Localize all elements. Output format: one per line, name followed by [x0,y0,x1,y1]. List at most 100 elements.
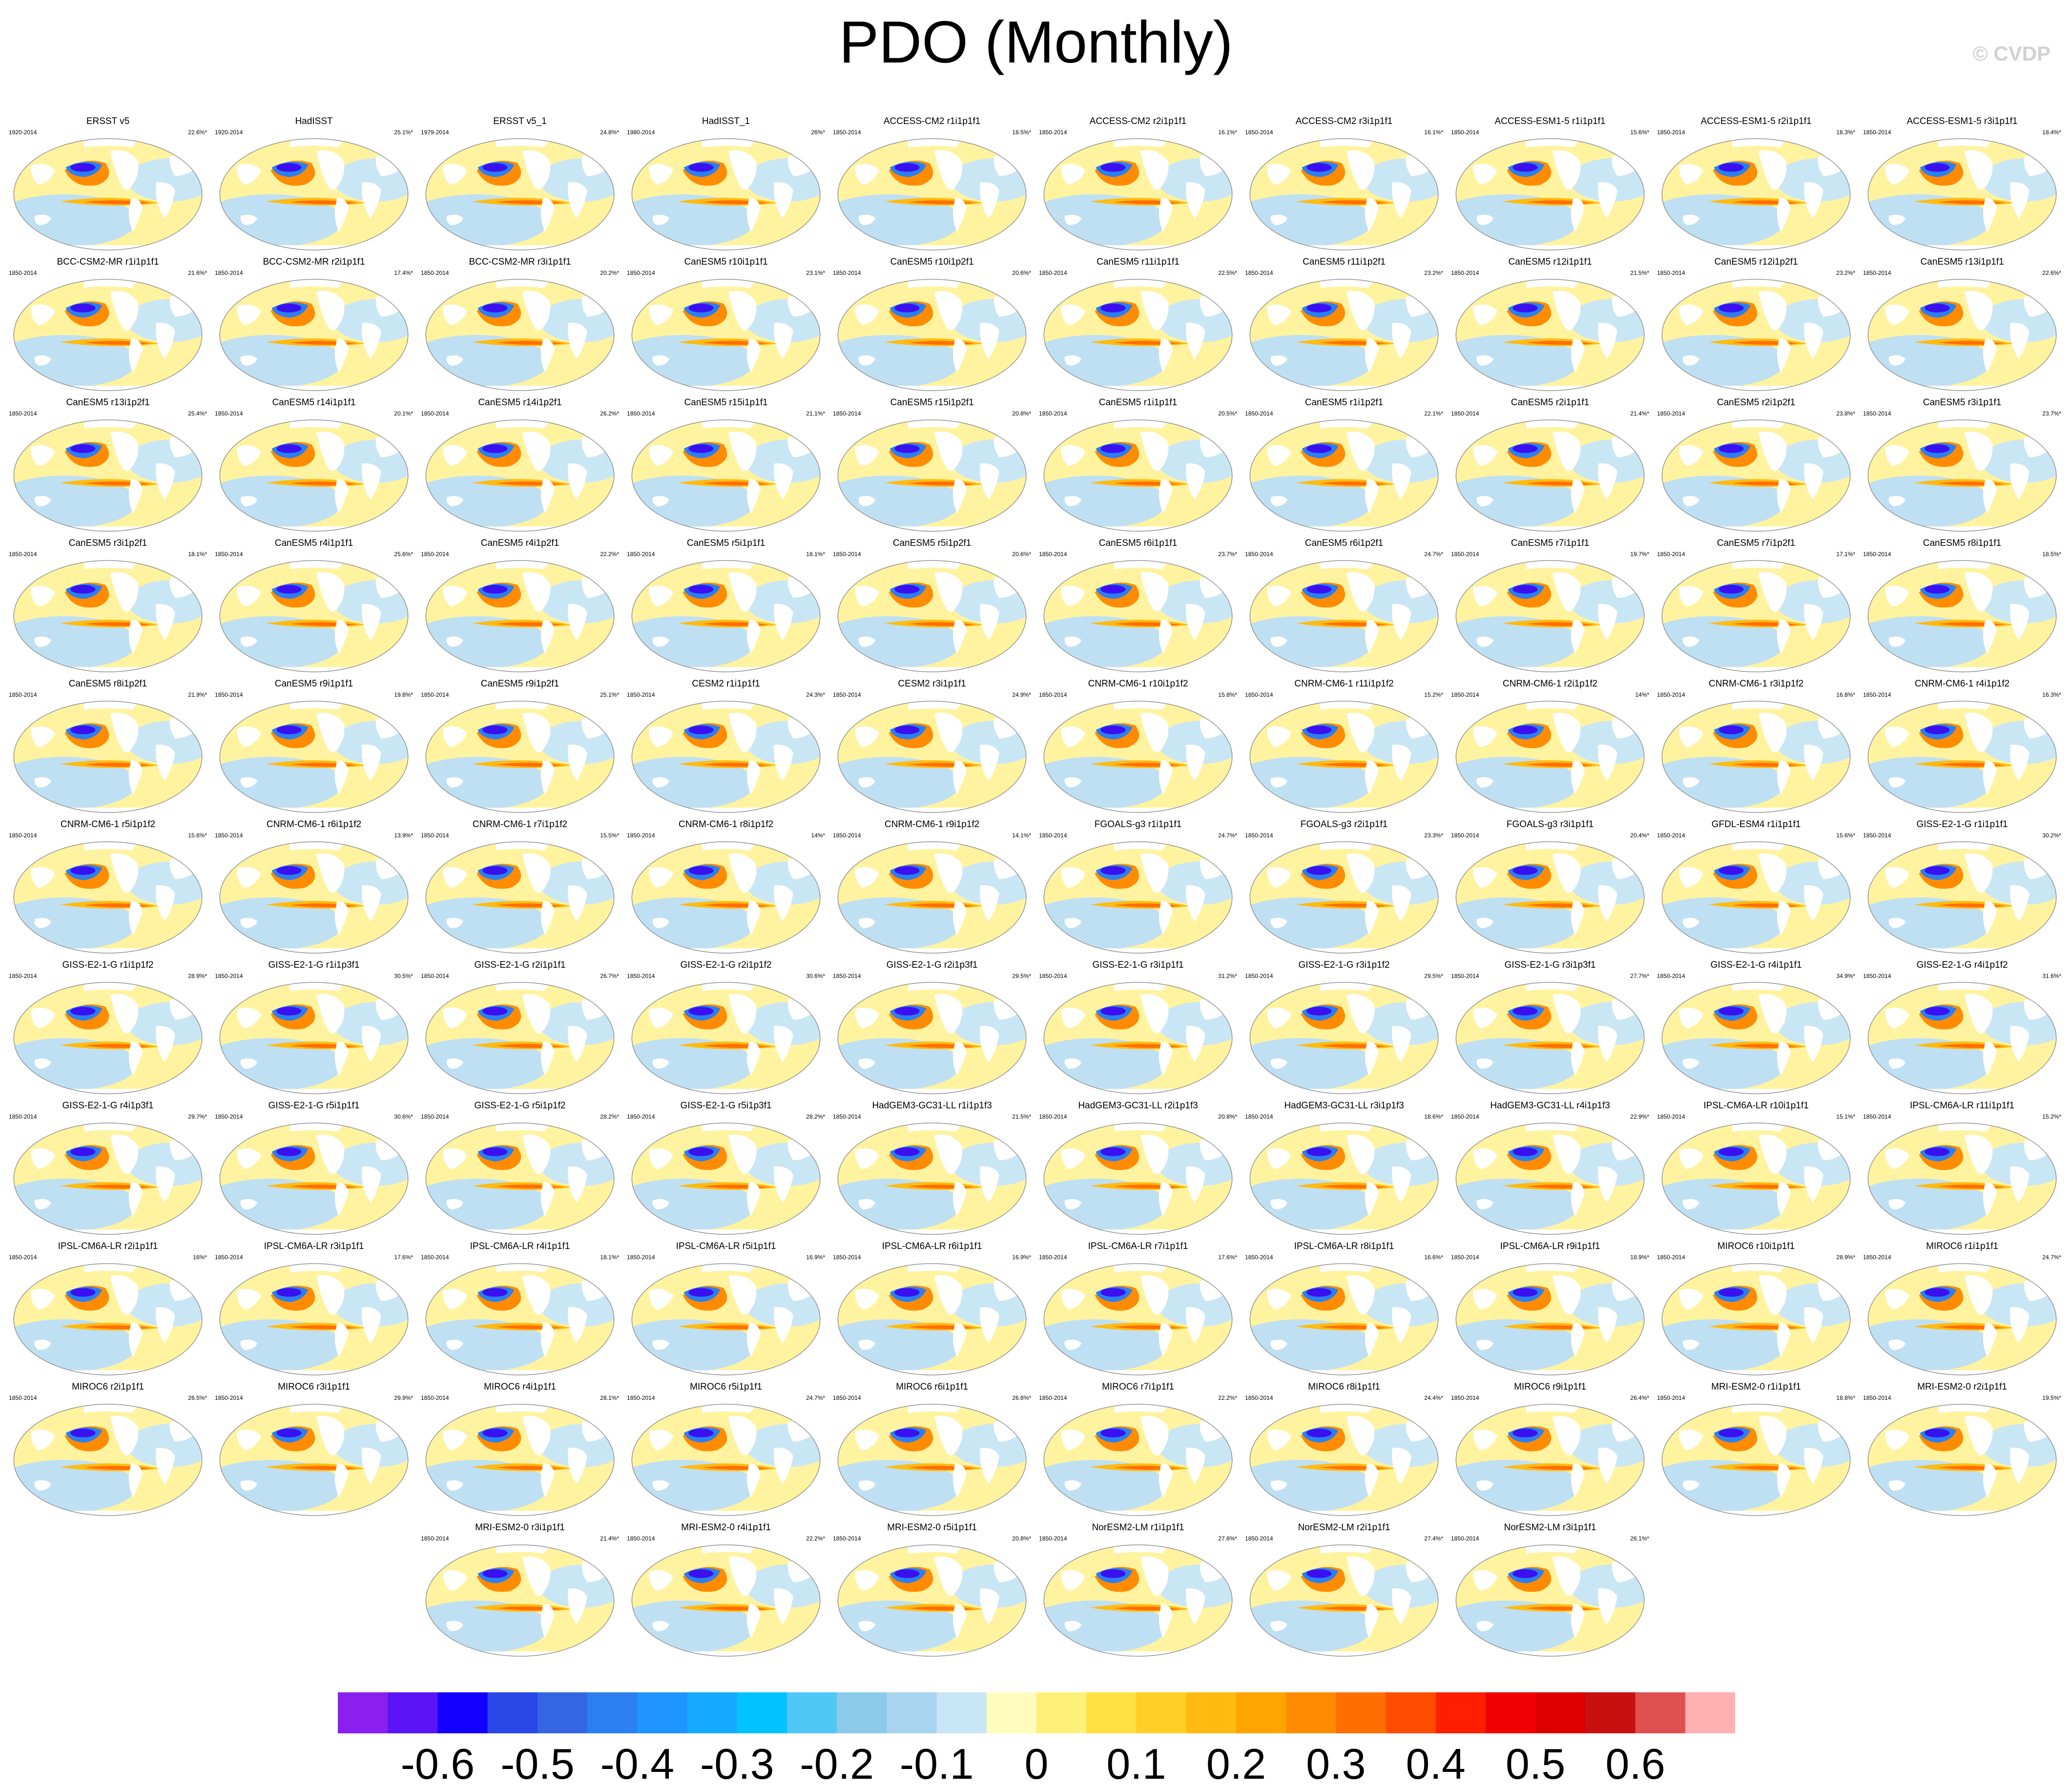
panel-title: CanESM5 r8i1p2f1 [68,679,147,689]
panel-variance-pct: 16%* [193,1254,207,1261]
panel-years: 1850-2014 [627,1394,655,1401]
panel-years: 1850-2014 [215,1394,243,1401]
pattern-map [13,560,203,672]
map-panel: MIROC6 r3i1p1f1 1850-2014 29.9%* [212,1382,416,1519]
panel-title: GISS-E2-1-G r1i1p1f1 [1916,819,2008,830]
panel-title: MIROC6 r3i1p1f1 [278,1382,350,1392]
map-panel: CanESM5 r1i1p1f1 1850-2014 20.5%* [1036,397,1240,535]
panel-variance-pct: 26.6%* [1012,1394,1031,1401]
pattern-map [837,1123,1027,1235]
pattern-map [1249,279,1439,391]
map-panel: CanESM5 r3i1p2f1 1850-2014 18.1%* [6,538,210,676]
map-panel: IPSL-CM6A-LR r10i1p1f1 1850-2014 15.1%* [1654,1101,1858,1238]
panel-variance-pct: 17.4%* [394,270,413,276]
panel-title: GISS-E2-1-G r4i1p1f2 [1916,960,2008,970]
panel-years: 1850-2014 [1039,129,1067,136]
panel-title: CNRM-CM6-1 r11i1p1f2 [1294,679,1394,689]
map-panel: NorESM2-LM r1i1p1f1 1850-2014 27.6%* [1036,1522,1240,1660]
panel-variance-pct: 25.4%* [188,410,207,417]
map-panel: CanESM5 r12i1p1f1 1850-2014 21.5%* [1448,257,1652,395]
map-panel: CNRM-CM6-1 r9i1p1f2 1850-2014 14.1%* [830,819,1034,957]
panel-years: 1850-2014 [833,551,861,558]
panel-years: 1850-2014 [1451,129,1479,136]
panel-title: HadGEM3-GC31-LL r3i1p1f3 [1284,1101,1404,1111]
panel-variance-pct: 29.5%* [1012,973,1031,979]
panel-years: 1850-2014 [833,1113,861,1120]
pattern-map [1249,982,1439,1094]
panel-title: GISS-E2-1-G r3i1p3f1 [1504,960,1596,970]
panel-variance-pct: 27.4%* [1424,1535,1443,1542]
panel-title: GISS-E2-1-G r2i1p1f1 [474,960,566,970]
map-panel: CanESM5 r14i1p2f1 1850-2014 26.2%* [418,397,622,535]
panel-variance-pct: 24.7%* [806,1394,825,1401]
map-panel: ACCESS-CM2 r1i1p1f1 1850-2014 18.5%* [830,116,1034,254]
map-panel: CanESM5 r14i1p1f1 1850-2014 20.1%* [212,397,416,535]
panel-title: GISS-E2-1-G r5i1p1f1 [268,1101,360,1111]
panel-variance-pct: 14%* [811,832,825,839]
panel-variance-pct: 25.1%* [600,691,619,698]
panel-variance-pct: 26.1%* [1630,1535,1649,1542]
colorbar-swatch [986,1692,1037,1733]
panel-variance-pct: 18.3%* [1836,129,1855,136]
panel-variance-pct: 15.6%* [188,832,207,839]
panel-title: CanESM5 r8i1p1f1 [1923,538,2002,548]
panel-years: 1850-2014 [833,1535,861,1542]
panel-title: IPSL-CM6A-LR r11i1p1f1 [1909,1101,2015,1111]
pattern-map [837,1544,1027,1657]
pattern-map [1249,701,1439,813]
map-panel: CanESM5 r11i1p2f1 1850-2014 23.2%* [1242,257,1446,395]
map-panel: GISS-E2-1-G r5i1p3f1 1850-2014 28.2%* [624,1101,828,1238]
panel-variance-pct: 24.7%* [1218,832,1237,839]
map-panel: CanESM5 r11i1p1f1 1850-2014 22.5%* [1036,257,1240,395]
panel-years: 1850-2014 [1245,270,1273,276]
panel-variance-pct: 24.7%* [1424,551,1443,558]
panel-title: CanESM5 r12i1p2f1 [1714,257,1798,267]
panel-years: 1850-2014 [833,129,861,136]
panel-years: 1850-2014 [421,551,449,558]
panel-years: 1850-2014 [1657,1113,1685,1120]
panel-years: 1850-2014 [1039,973,1067,979]
panel-title: MIROC6 r6i1p1f1 [896,1382,968,1392]
panel-variance-pct: 15.2%* [1424,691,1443,698]
map-panel: CanESM5 r6i1p1f1 1850-2014 23.7%* [1036,538,1240,676]
panel-title: CNRM-CM6-1 r9i1p1f2 [884,819,980,830]
panel-title: CanESM5 r13i1p2f1 [66,397,150,408]
panel-title: FGOALS-g3 r2i1p1f1 [1300,819,1388,830]
panel-years: 1850-2014 [833,270,861,276]
colorbar-label: 0.3 [1306,1740,1366,1788]
colorbar-swatch [1286,1692,1336,1733]
pattern-map [425,1544,615,1657]
panel-years: 1850-2014 [421,1535,449,1542]
pattern-map [1249,138,1439,250]
map-panel: HadISST 1920-2014 25.1%* [212,116,416,254]
panel-years: 1850-2014 [627,1254,655,1261]
panel-variance-pct: 17.1%* [1836,551,1855,558]
panel-years: 1850-2014 [1039,270,1067,276]
panel-variance-pct: 28.9%* [1836,1254,1855,1261]
panel-years: 1850-2014 [421,270,449,276]
panel-title: GISS-E2-1-G r2i1p3f1 [886,960,978,970]
panel-years: 1850-2014 [833,832,861,839]
colorbar-swatch [487,1692,538,1733]
colorbar-swatch [737,1692,787,1733]
panel-years: 1850-2014 [1451,270,1479,276]
panel-title: BCC-CSM2-MR r2i1p1f1 [263,257,365,267]
pattern-map [1043,701,1233,813]
panel-title: CNRM-CM6-1 r6i1p1f2 [266,819,362,830]
pattern-map [1043,1544,1233,1657]
pattern-map [631,1544,821,1657]
pattern-map [1249,1123,1439,1235]
panel-years: 1850-2014 [1039,1394,1067,1401]
panel-variance-pct: 23.8%* [1836,410,1855,417]
panel-title: CNRM-CM6-1 r10i1p1f2 [1088,679,1188,689]
colorbar-label: 0.4 [1406,1740,1466,1788]
panel-title: GFDL-ESM4 r1i1p1f1 [1711,819,1801,830]
pattern-map [631,1123,821,1235]
panel-variance-pct: 20.5%* [1218,410,1237,417]
panel-years: 1850-2014 [1245,832,1273,839]
panel-title: CanESM5 r3i1p2f1 [68,538,147,548]
panel-title: CanESM5 r11i1p2f1 [1303,257,1386,267]
pattern-map [13,1404,203,1516]
panel-years: 1850-2014 [215,832,243,839]
panel-years: 1850-2014 [421,973,449,979]
